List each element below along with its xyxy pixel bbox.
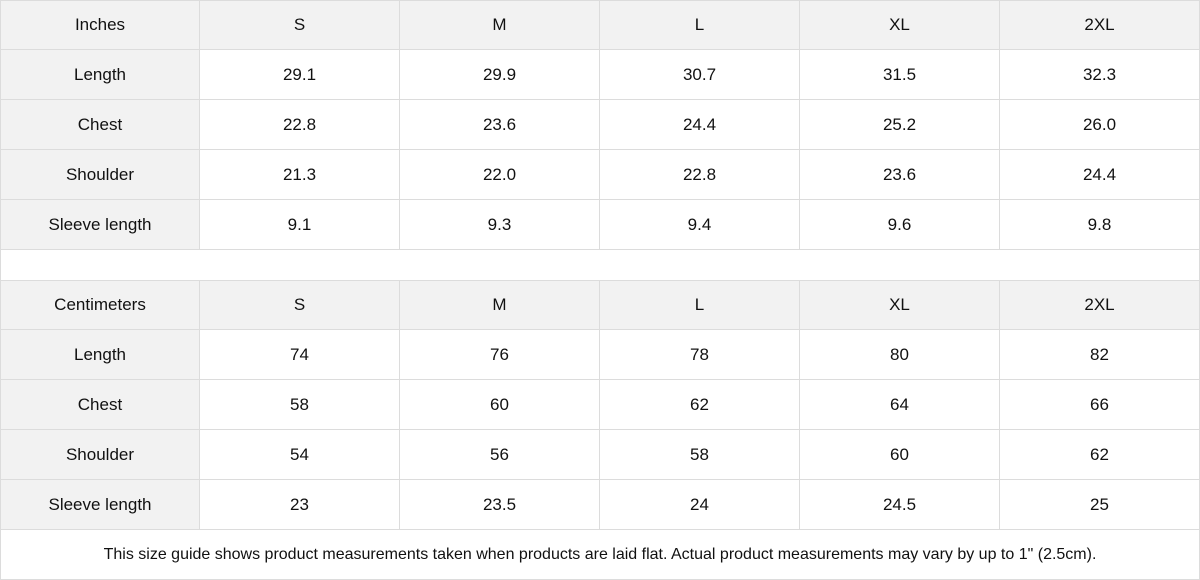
measurement-cell: 25 [1000, 480, 1200, 530]
measurement-cell: 31.5 [800, 50, 1000, 100]
measurement-cell: 24.5 [800, 480, 1000, 530]
measurement-cell: 23.5 [400, 480, 600, 530]
measurement-cell: 26.0 [1000, 100, 1200, 150]
measurement-cell: 25.2 [800, 100, 1000, 150]
measurement-cell: 58 [200, 380, 400, 430]
size-header: L [600, 0, 800, 50]
measurement-cell: 22.8 [200, 100, 400, 150]
measurement-cell: 62 [600, 380, 800, 430]
size-header: M [400, 0, 600, 50]
row-label: Length [0, 330, 200, 380]
measurement-cell: 24.4 [600, 100, 800, 150]
measurement-cell: 24.4 [1000, 150, 1200, 200]
measurement-cell: 22.8 [600, 150, 800, 200]
row-label: Sleeve length [0, 480, 200, 530]
size-header: L [600, 280, 800, 330]
measurement-cell: 9.1 [200, 200, 400, 250]
row-label: Sleeve length [0, 200, 200, 250]
measurement-cell: 60 [400, 380, 600, 430]
measurement-cell: 62 [1000, 430, 1200, 480]
measurement-cell: 24 [600, 480, 800, 530]
measurement-cell: 66 [1000, 380, 1200, 430]
measurement-cell: 74 [200, 330, 400, 380]
centimeters-table: Centimeters S M L XL 2XL Length 74 76 78 80 82 Chest… [0, 280, 1200, 530]
unit-header: Centimeters [0, 280, 200, 330]
measurement-cell: 56 [400, 430, 600, 480]
row-label: Length [0, 50, 200, 100]
table-spacer [0, 250, 1200, 280]
row-label: Chest [0, 380, 200, 430]
row-label: Shoulder [0, 150, 200, 200]
measurement-cell: 9.3 [400, 200, 600, 250]
size-header: 2XL [1000, 280, 1200, 330]
measurement-cell: 23 [200, 480, 400, 530]
measurement-cell: 32.3 [1000, 50, 1200, 100]
row-label: Shoulder [0, 430, 200, 480]
measurement-cell: 58 [600, 430, 800, 480]
size-header: M [400, 280, 600, 330]
size-header: XL [800, 280, 1000, 330]
measurement-cell: 9.8 [1000, 200, 1200, 250]
size-header: S [200, 280, 400, 330]
measurement-cell: 9.6 [800, 200, 1000, 250]
measurement-cell: 9.4 [600, 200, 800, 250]
measurement-cell: 29.9 [400, 50, 600, 100]
measurement-cell: 23.6 [800, 150, 1000, 200]
measurement-cell: 29.1 [200, 50, 400, 100]
measurement-cell: 21.3 [200, 150, 400, 200]
measurement-cell: 78 [600, 330, 800, 380]
measurement-cell: 22.0 [400, 150, 600, 200]
size-guide-footnote: This size guide shows product measuremen… [0, 530, 1200, 580]
measurement-cell: 82 [1000, 330, 1200, 380]
measurement-cell: 54 [200, 430, 400, 480]
measurement-cell: 76 [400, 330, 600, 380]
measurement-cell: 80 [800, 330, 1000, 380]
size-header: S [200, 0, 400, 50]
row-label: Chest [0, 100, 200, 150]
measurement-cell: 64 [800, 380, 1000, 430]
unit-header: Inches [0, 0, 200, 50]
measurement-cell: 60 [800, 430, 1000, 480]
inches-table: Inches S M L XL 2XL Length 29.1 29.9 30.7 31.5 32.3… [0, 0, 1200, 250]
measurement-cell: 30.7 [600, 50, 800, 100]
size-header: XL [800, 0, 1000, 50]
measurement-cell: 23.6 [400, 100, 600, 150]
size-header: 2XL [1000, 0, 1200, 50]
